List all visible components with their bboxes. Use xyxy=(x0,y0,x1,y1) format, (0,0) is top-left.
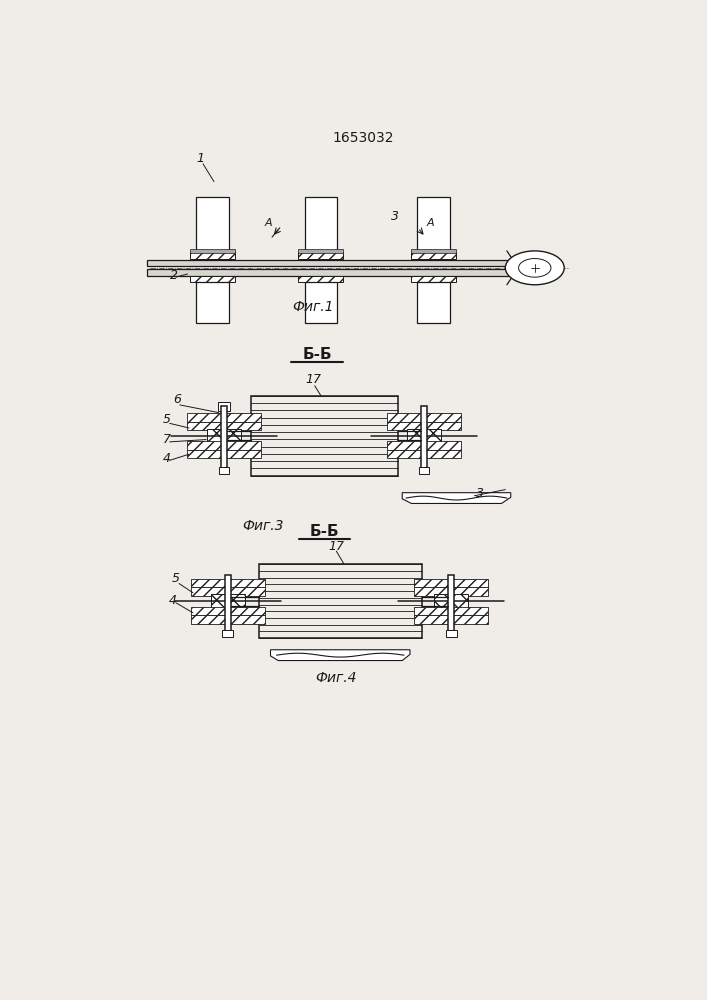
Bar xyxy=(191,607,265,615)
Bar xyxy=(146,260,513,266)
Bar xyxy=(190,252,235,259)
Bar xyxy=(191,579,265,587)
Bar xyxy=(218,467,230,474)
Bar xyxy=(411,252,456,259)
Bar xyxy=(417,197,450,259)
Bar xyxy=(414,607,489,615)
Text: 1: 1 xyxy=(197,152,205,165)
Text: Фиг.4: Фиг.4 xyxy=(315,671,357,685)
Bar xyxy=(259,564,421,638)
Bar xyxy=(187,441,261,450)
Bar xyxy=(305,197,337,259)
Bar xyxy=(146,269,513,276)
Bar xyxy=(407,429,441,443)
Bar xyxy=(218,402,230,411)
Polygon shape xyxy=(271,650,410,661)
Text: А: А xyxy=(264,218,272,228)
Text: А: А xyxy=(427,218,435,228)
Ellipse shape xyxy=(506,251,564,285)
Bar xyxy=(298,276,344,282)
Text: 2: 2 xyxy=(170,269,177,282)
Text: 4: 4 xyxy=(163,452,171,465)
Text: Б-Б: Б-Б xyxy=(302,347,332,362)
Text: 3: 3 xyxy=(476,487,484,500)
Bar xyxy=(387,441,461,450)
Bar xyxy=(419,467,429,474)
Bar xyxy=(191,615,265,624)
Bar xyxy=(414,587,489,596)
Text: 1653032: 1653032 xyxy=(332,131,394,145)
Bar xyxy=(387,422,461,430)
Text: 5: 5 xyxy=(172,572,180,585)
Bar xyxy=(207,429,241,443)
Bar xyxy=(387,450,461,458)
Text: 7: 7 xyxy=(163,433,171,446)
Text: 3: 3 xyxy=(391,210,399,223)
Bar xyxy=(387,413,461,422)
Ellipse shape xyxy=(518,259,551,277)
Bar xyxy=(191,587,265,596)
Text: 17: 17 xyxy=(329,540,344,553)
Bar xyxy=(411,276,456,282)
Text: Фиг.3: Фиг.3 xyxy=(242,519,284,533)
Bar xyxy=(187,413,261,422)
Text: 6: 6 xyxy=(174,393,182,406)
Bar xyxy=(414,579,489,587)
Text: 5: 5 xyxy=(163,413,171,426)
Bar xyxy=(196,282,228,323)
Bar xyxy=(251,396,398,476)
Bar xyxy=(211,594,245,608)
Bar xyxy=(190,249,235,253)
Bar xyxy=(414,615,489,624)
Bar xyxy=(445,630,457,637)
Text: Б-Б: Б-Б xyxy=(310,524,339,539)
Bar xyxy=(417,282,450,323)
Bar xyxy=(196,197,228,259)
Bar xyxy=(421,406,427,470)
Text: 17: 17 xyxy=(305,373,322,386)
Bar xyxy=(190,276,235,282)
Bar xyxy=(298,249,344,253)
Polygon shape xyxy=(402,493,510,503)
Bar xyxy=(225,575,231,632)
Text: 4: 4 xyxy=(169,594,177,607)
Bar xyxy=(411,249,456,253)
Bar xyxy=(434,594,468,608)
Bar xyxy=(221,406,227,470)
Bar xyxy=(223,630,233,637)
Bar xyxy=(298,252,344,259)
Bar xyxy=(187,422,261,430)
Bar xyxy=(305,282,337,323)
Text: Фиг.1: Фиг.1 xyxy=(293,300,334,314)
Bar xyxy=(448,575,454,632)
Bar xyxy=(187,450,261,458)
